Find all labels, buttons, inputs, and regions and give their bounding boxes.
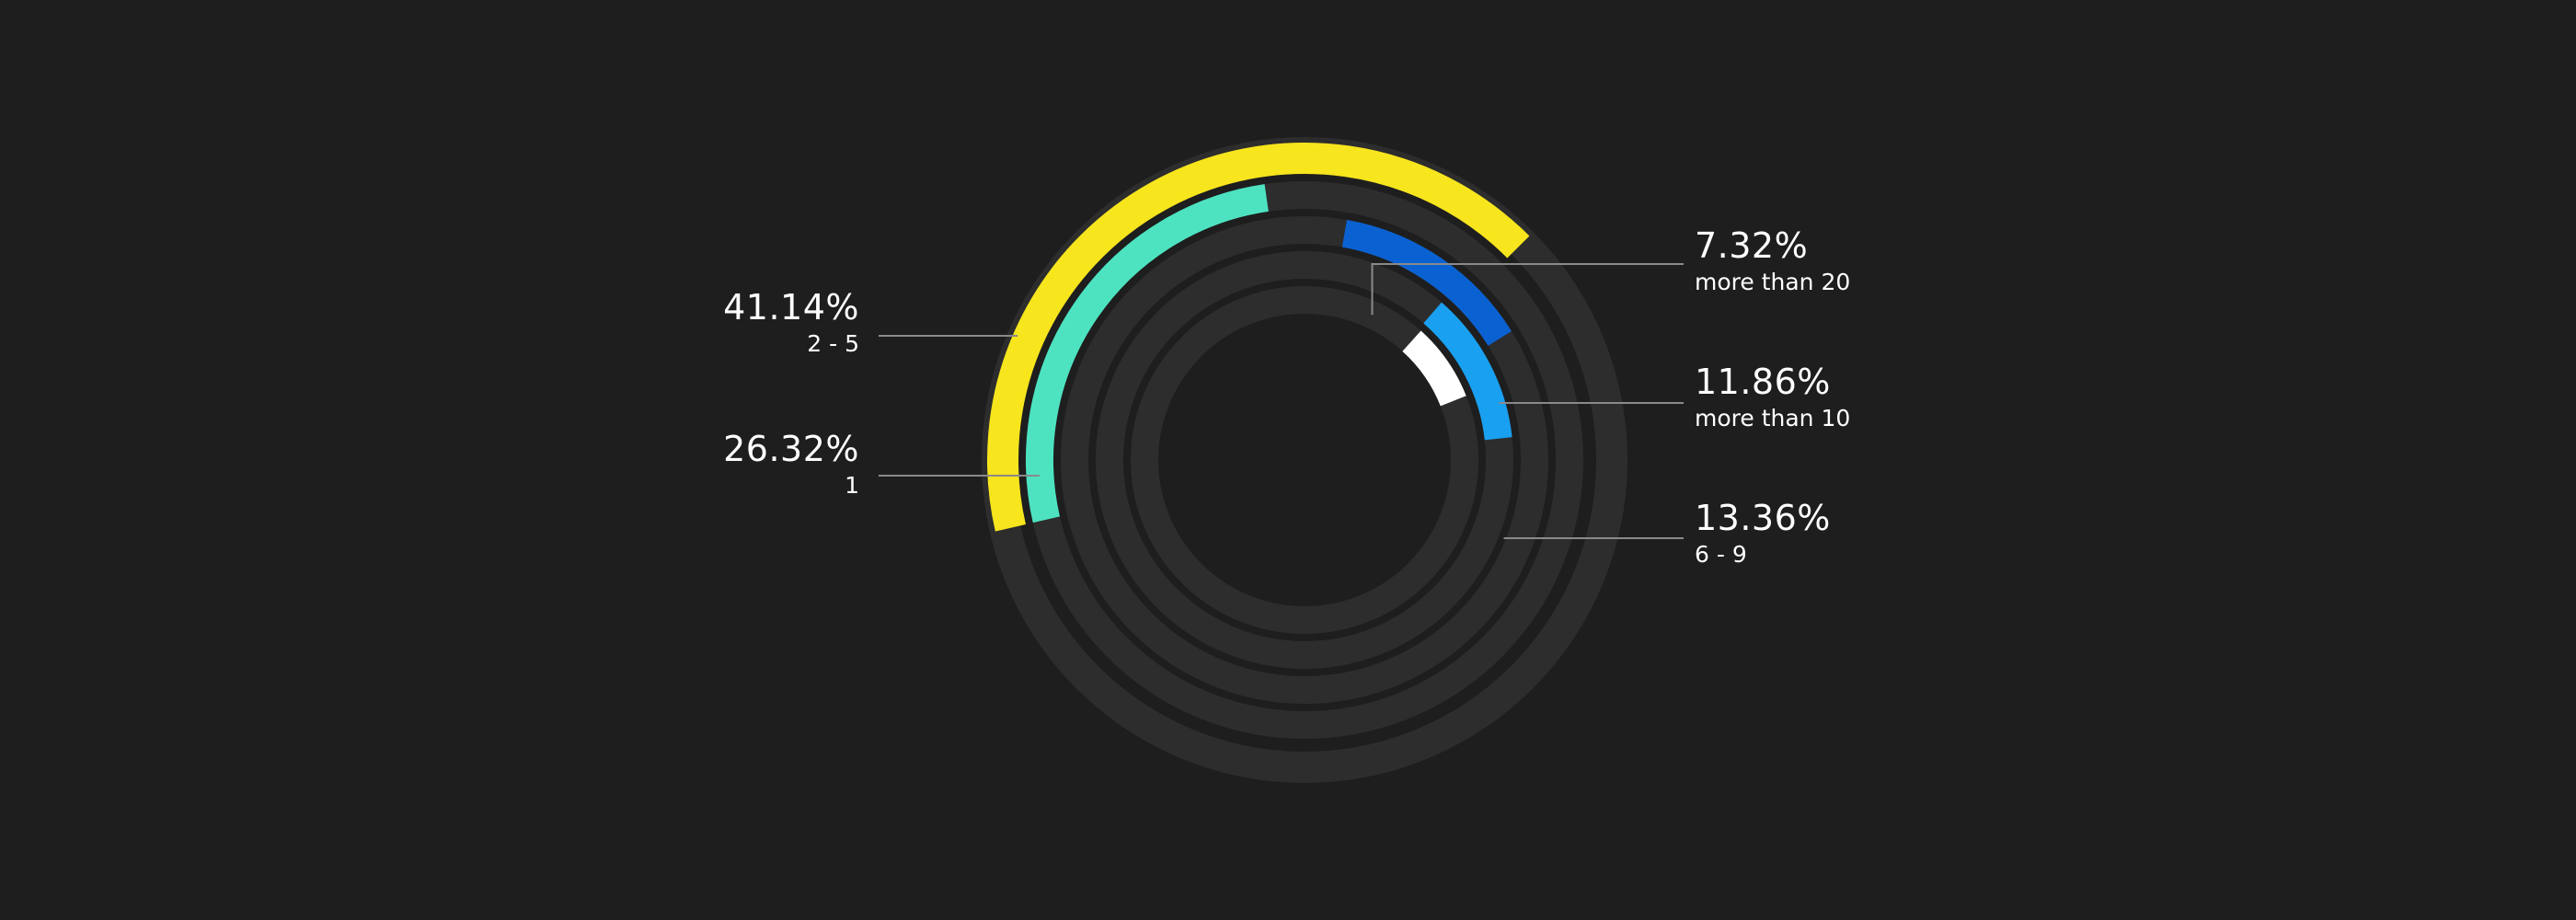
category-label: 6 - 9: [1695, 541, 1747, 568]
category-label: 2 - 5: [807, 330, 859, 357]
percent-label: 41.14%: [723, 287, 859, 328]
percent-label: 13.36%: [1695, 498, 1831, 538]
arc-morethan10: [1423, 302, 1512, 441]
label-2-5: 41.14% 2 - 5: [723, 286, 859, 360]
ring-track: [1131, 286, 1478, 634]
category-label: 1: [845, 472, 859, 499]
arc-morethan20: [1402, 330, 1466, 407]
label-6-9: 13.36% 6 - 9: [1695, 497, 1831, 570]
percent-label: 26.32%: [723, 429, 859, 469]
percent-label: 7.32%: [1695, 225, 1809, 266]
percent-label: 11.86%: [1695, 362, 1831, 402]
label-more-than-20: 7.32% more than 20: [1695, 224, 1850, 298]
label-1: 26.32% 1: [723, 428, 859, 501]
leader-line: [1371, 263, 1684, 316]
arc-6-9: [1341, 220, 1512, 346]
ring-track: [1061, 216, 1548, 704]
label-more-than-10: 11.86% more than 10: [1695, 361, 1850, 434]
category-label: more than 20: [1695, 269, 1851, 295]
category-label: more than 10: [1695, 405, 1851, 431]
arc-2-5: [987, 143, 1530, 532]
ring-track: [1096, 251, 1513, 669]
arc-1: [1026, 184, 1269, 523]
